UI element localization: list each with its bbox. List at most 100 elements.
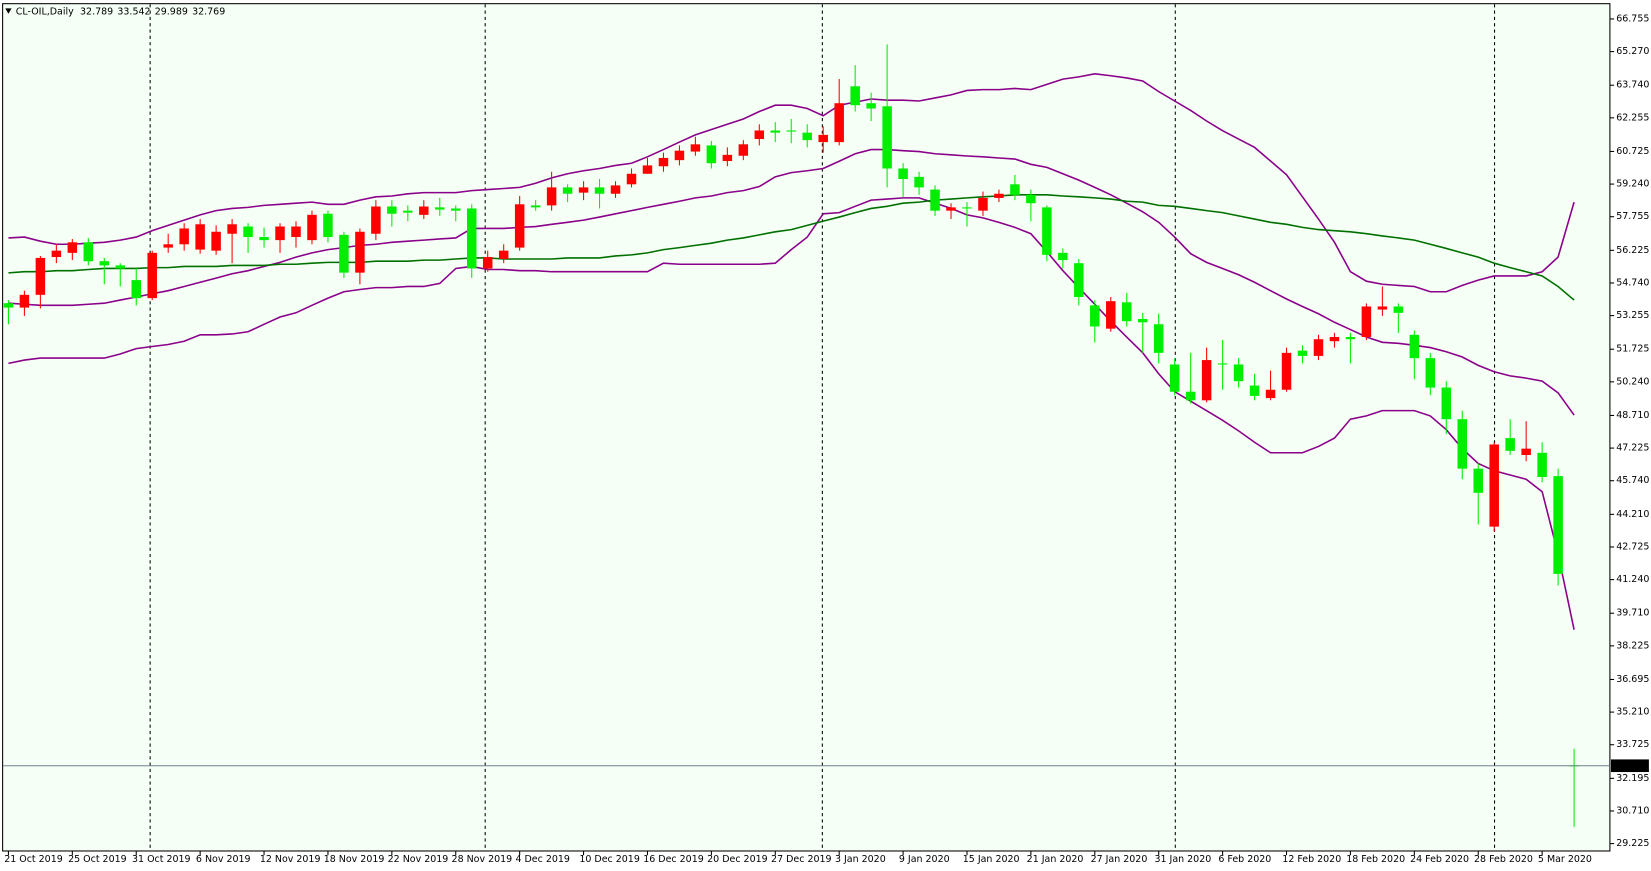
period-separators	[149, 4, 1496, 851]
candle-body	[1441, 387, 1452, 420]
candle-body	[1553, 476, 1563, 574]
y-tick-label: 59.240	[1616, 179, 1649, 190]
candle-body	[466, 208, 477, 269]
title-low: 29.989	[155, 6, 188, 17]
x-tick-label: 9 Jan 2020	[899, 854, 950, 865]
candle-body	[83, 242, 94, 262]
candle-body	[914, 176, 924, 188]
candle-body	[211, 231, 221, 251]
y-tick-label: 41.240	[1616, 574, 1649, 585]
indicator-line	[8, 197, 1575, 630]
candle-body	[642, 165, 653, 174]
candle-body	[339, 234, 349, 273]
x-tick-label: 20 Dec 2019	[707, 854, 768, 865]
candle-body	[1074, 263, 1084, 298]
x-tick-label: 12 Feb 2020	[1282, 854, 1341, 865]
candle-body	[451, 208, 461, 211]
y-tick-label: 38.225	[1616, 640, 1649, 651]
candle-body	[1233, 364, 1244, 382]
y-tick-label: 44.210	[1616, 509, 1649, 520]
candle-body	[578, 187, 589, 193]
candle-body	[1106, 301, 1116, 329]
y-tick-label: 33.725	[1616, 739, 1649, 750]
indicator-line	[8, 194, 1575, 301]
candle-body	[435, 207, 445, 210]
candle-body	[738, 144, 749, 156]
title-open: 32.789	[80, 6, 113, 17]
candle-body	[3, 303, 14, 308]
x-tick-label: 16 Dec 2019	[643, 854, 704, 865]
x-tick-label: 4 Dec 2019	[515, 854, 569, 865]
x-tick-label: 22 Nov 2019	[388, 854, 449, 865]
candle-body	[1537, 452, 1547, 477]
x-tick-label: 21 Jan 2020	[1027, 854, 1084, 865]
candle-body	[243, 226, 253, 238]
candle-body	[35, 257, 46, 295]
y-tick-label: 30.710	[1616, 805, 1649, 816]
x-tick-label: 10 Dec 2019	[579, 854, 640, 865]
candle-body	[1489, 444, 1499, 527]
candle-body	[530, 205, 541, 208]
candle-body	[115, 265, 126, 269]
y-tick-label: 66.755	[1616, 13, 1649, 24]
candle-body	[562, 187, 573, 194]
candle-body	[498, 250, 509, 260]
candle-body	[1521, 448, 1531, 456]
x-tick-label: 27 Dec 2019	[771, 854, 832, 865]
candle-body	[1169, 364, 1180, 392]
candle-body	[962, 207, 972, 209]
x-tick-label: 31 Jan 2020	[1154, 854, 1211, 865]
candle-body	[1313, 339, 1324, 356]
candle-body	[850, 86, 860, 106]
candle-body	[387, 206, 397, 214]
candle-body	[1425, 358, 1436, 388]
candle-body	[67, 242, 78, 253]
candle-body	[722, 154, 733, 162]
candle-body	[1217, 363, 1228, 365]
candle-body	[626, 173, 637, 185]
x-tick-label: 25 Oct 2019	[68, 854, 127, 865]
candle-body	[1122, 302, 1132, 322]
x-tick-label: 18 Nov 2019	[324, 854, 385, 865]
x-tick-label: 24 Feb 2020	[1410, 854, 1469, 865]
x-tick-label: 31 Oct 2019	[132, 854, 191, 865]
candle-body	[291, 226, 301, 238]
y-tick-label: 50.240	[1616, 376, 1649, 387]
chart-title: CL-OIL,Daily 32.789 33.542 29.989 32.769	[16, 6, 225, 17]
title-close: 32.769	[192, 6, 225, 17]
candle-body	[275, 226, 285, 241]
x-tick-label: 6 Nov 2019	[196, 854, 251, 865]
candle-body	[51, 250, 62, 258]
candle-body	[754, 130, 765, 140]
candle-body	[658, 157, 669, 167]
candle-body	[594, 187, 605, 194]
candle-body	[770, 130, 781, 133]
x-tick-label: 15 Jan 2020	[963, 854, 1020, 865]
y-tick-label: 32.195	[1616, 773, 1649, 784]
candle-body	[994, 193, 1004, 198]
current-price-label: 32.769	[1614, 760, 1647, 771]
candle-body	[706, 145, 717, 164]
indicator-line	[8, 73, 1575, 293]
y-tick-label: 35.210	[1616, 707, 1649, 718]
candle-body	[419, 206, 429, 215]
y-tick-label: 65.270	[1616, 46, 1649, 57]
candle-body	[1329, 337, 1340, 342]
y-tick-label: 36.695	[1616, 674, 1649, 685]
candle-body	[355, 231, 365, 273]
plot-area	[2, 3, 1611, 852]
y-tick-label: 57.755	[1616, 211, 1649, 222]
candle-body	[371, 206, 381, 234]
title-high: 33.542	[117, 6, 150, 17]
candle-body	[482, 257, 493, 269]
candle-body	[19, 294, 30, 308]
x-tick-label: 12 Nov 2019	[260, 854, 321, 865]
y-tick-label: 47.225	[1616, 443, 1649, 454]
candle-body	[1249, 385, 1260, 396]
candle-body	[1345, 337, 1356, 340]
candle-body	[1026, 194, 1036, 204]
y-tick-label: 42.725	[1616, 541, 1649, 552]
candle-body	[1185, 391, 1196, 401]
